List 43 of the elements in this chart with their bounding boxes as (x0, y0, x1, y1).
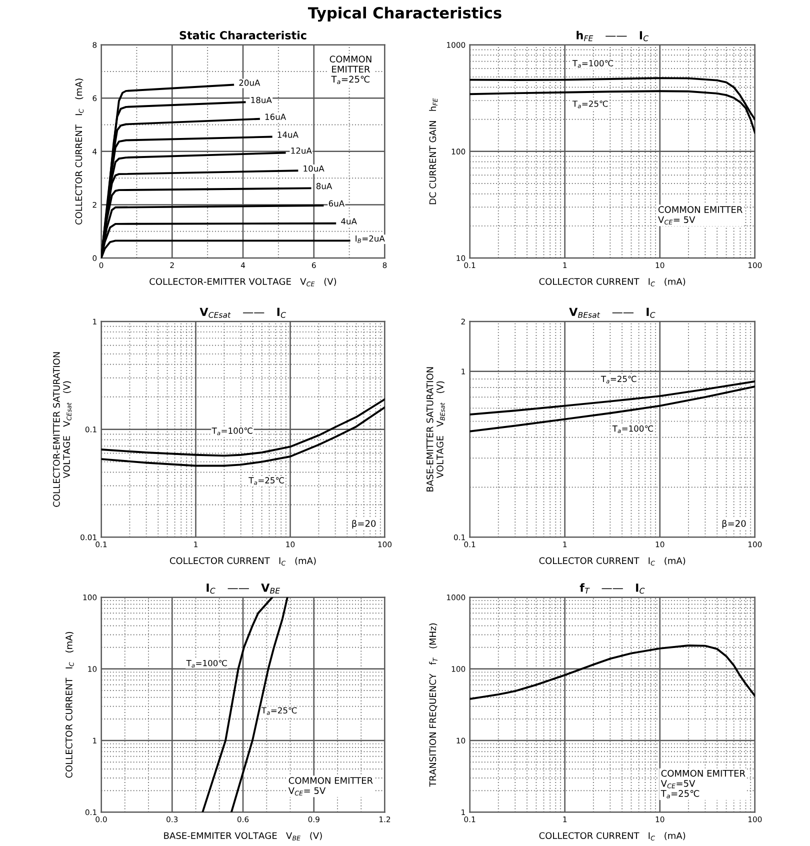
series-label: T$_{a}$=25℃ (261, 707, 297, 715)
text: TRANSITION FREQUENCY f$_{T}$ (MHz) (429, 623, 438, 787)
annotation: β=20 (352, 520, 376, 529)
chart-title: h$_{FE}$ —— I$_{C}$ (576, 30, 649, 42)
chart-title: I$_{C}$ —— V$_{BE}$ (206, 584, 280, 594)
series-label: 20uA (239, 80, 260, 86)
text: BASE-EMITTER SATURATION VOLTAGE V$_{BEsat}$ (V) (426, 367, 445, 492)
text: COMMON EMITTER V$_{CE}$=5V T$_{a}$=25℃ (660, 770, 746, 798)
series-label: 18uA (251, 96, 272, 104)
text: T$_{a}$=100℃ (212, 428, 252, 436)
text: COLLECTOR CURRENT I$_{C}$ (mA) (75, 78, 84, 225)
annotation: COMMON EMITTER V$_{CE}$= 5V (658, 206, 742, 224)
text: COLLECTOR CURRENT I$_{C}$ (mA) (65, 632, 74, 778)
annotation: β=20 (722, 520, 746, 529)
series-label: 6uA (328, 200, 345, 207)
series-label: T$_{a}$=100℃ (612, 425, 653, 434)
text: COLLECTOR CURRENT I$_{C}$ (mA) (539, 278, 686, 286)
text: COLLECTOR-EMITTER VOLTAGE V$_{CE}$ (V) (150, 278, 336, 286)
series-label: T$_{a}$=25℃ (600, 376, 636, 384)
chart-title: f$_{T}$ —— I$_{C}$ (580, 583, 645, 594)
series-label: 16uA (265, 114, 286, 120)
series-label: T$_{a}$=100℃ (572, 60, 614, 68)
text: Typical Characteristics (308, 6, 502, 22)
annotation: COMMON EMITTER T$_{a}$=25℃ (330, 56, 372, 84)
series-label: T$_{a}$=25℃ (248, 477, 284, 485)
series-label: T$_{a}$=100℃ (186, 660, 227, 668)
annotation: COMMON EMITTER V$_{CE}$= 5V (288, 777, 373, 796)
chart-title: Static Characteristic (180, 30, 306, 40)
text: COLLECTOR CURRENT I$_{C}$ (mA) (539, 832, 686, 840)
series-label: 10uA (304, 165, 324, 172)
series-label: 14uA (278, 132, 298, 138)
series-label: T$_{a}$=25℃ (572, 100, 608, 108)
series-label: 12uA (291, 147, 312, 154)
text: COLLECTOR CURRENT I$_{C}$ (mA) (539, 557, 686, 566)
chart-title: V$_{BEsat}$ —— I$_{C}$ (569, 308, 656, 318)
chart-title: V$_{CEsat}$ —— I$_{C}$ (200, 308, 286, 318)
series-label: I$_{B}$=2uA (356, 235, 385, 243)
text: COLLECTOR-EMITTER SATURATION VOLTAGE V$_{CEsat}$ (V) (53, 352, 72, 507)
series-label: 8uA (316, 182, 332, 190)
text: COLLECTOR CURRENT I$_{C}$ (mA) (170, 557, 316, 566)
series-label: 4uA (341, 218, 357, 224)
text: BASE-EMMITER VOLTAGE V$_{BE}$ (V) (164, 832, 322, 840)
y-axis-title: DC CURRENT GAIN h$_{FE}$ (429, 98, 438, 204)
